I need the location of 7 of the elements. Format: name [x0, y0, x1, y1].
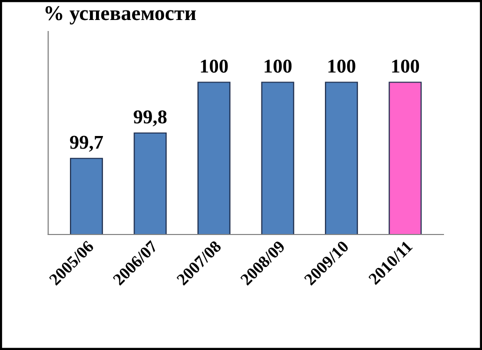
- data-label: 100: [264, 60, 292, 73]
- data-label: 100: [392, 60, 420, 73]
- data-label: 99,7: [70, 136, 103, 152]
- data-label: 100: [328, 60, 356, 73]
- data-label: 99,8: [134, 110, 167, 126]
- data-label: 100: [200, 60, 228, 73]
- chart-title: % успеваемости: [46, 6, 196, 24]
